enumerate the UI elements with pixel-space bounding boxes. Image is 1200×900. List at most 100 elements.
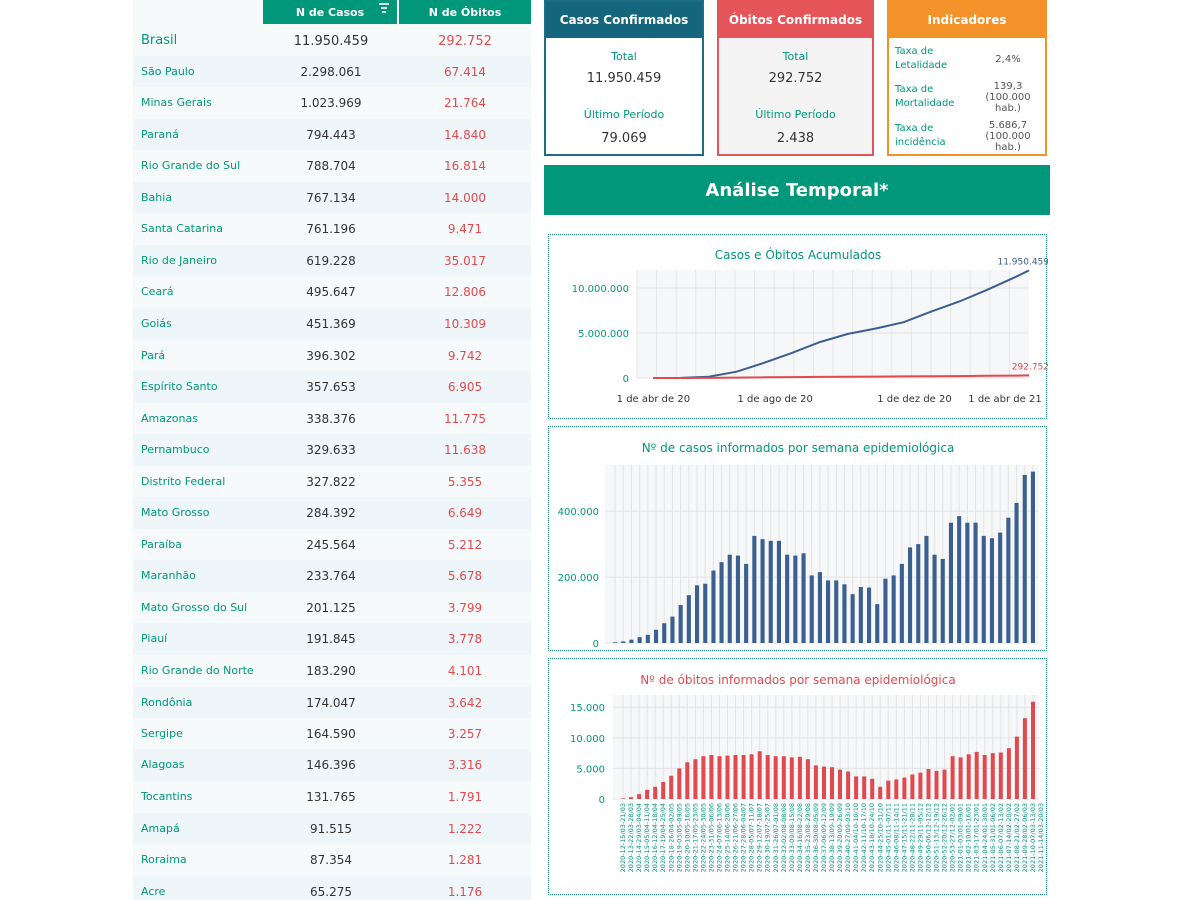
bar	[661, 781, 666, 799]
bar	[809, 575, 814, 643]
chart-weekly-cases-svg[interactable]: 0 200.000 400.000 Nº de casos informados po…	[549, 427, 1048, 652]
bar	[709, 755, 714, 799]
y-tick-label: 10.000.000	[572, 284, 629, 295]
state-deaths: 3.642	[447, 695, 483, 710]
state-deaths: 292.752	[438, 33, 492, 49]
table-row[interactable]: Distrito Federal 327.822 5.355	[133, 466, 531, 497]
bar	[752, 535, 757, 643]
chart-cumulative-svg[interactable]: Casos e Óbitos Acumulados 0 5.000.000 10.00…	[549, 235, 1048, 420]
table-row[interactable]: Amazonas 338.376 11.775	[133, 403, 531, 434]
table-row[interactable]: Sergipe 164.590 3.257	[133, 718, 531, 749]
header-deaths-label: N de Óbitos	[428, 5, 502, 19]
bar	[1022, 718, 1027, 799]
bar	[965, 522, 970, 643]
x-tick-label: 2020-36-30/08-05/09	[812, 803, 820, 872]
x-tick-label: 2020-50-06/12-12/12	[925, 803, 933, 872]
bar	[621, 641, 626, 643]
state-deaths: 5.355	[447, 474, 483, 489]
table-row[interactable]: Mato Grosso do Sul 201.125 3.799	[133, 592, 531, 623]
state-cases: 794.443	[306, 127, 356, 142]
table-row[interactable]: Rio Grande do Norte 183.290 4.101	[133, 655, 531, 687]
state-deaths: 3.799	[447, 600, 483, 615]
y-tick-label: 5.000	[576, 764, 605, 775]
table-row-total[interactable]: Brasil 11.950.459 292.752	[133, 26, 531, 56]
bar	[862, 776, 867, 799]
header-cases[interactable]: N de Casos	[263, 0, 397, 24]
indicator-value: 139,3 (100.000 hab.)	[985, 80, 1031, 114]
state-cases: 619.228	[306, 253, 356, 268]
bar	[910, 774, 915, 799]
table-row[interactable]: Rio de Janeiro 619.228 35.017	[133, 245, 531, 276]
state-name: Goiás	[141, 317, 172, 330]
card-cases-title: Casos Confirmados	[546, 2, 702, 38]
table-row[interactable]: Piauí 191.845 3.778	[133, 623, 531, 655]
x-tick-label: 2021-11-14/03-20/03	[1037, 803, 1045, 872]
bar	[870, 778, 875, 799]
state-deaths: 14.840	[444, 127, 486, 142]
state-deaths: 6.649	[447, 506, 483, 520]
bar	[957, 516, 962, 643]
table-row[interactable]: Maranhão 233.764 5.678	[133, 560, 531, 592]
table-row[interactable]: Santa Catarina 761.196 9.471	[133, 213, 531, 245]
x-tick-label: 2020-16-12/04-18/04	[651, 803, 659, 872]
table-row[interactable]: Ceará 495.647 12.806	[133, 276, 531, 308]
state-cases: 174.047	[306, 695, 356, 710]
table-row[interactable]: Rondônia 174.047 3.642	[133, 687, 531, 718]
bar	[1030, 471, 1035, 643]
table-row[interactable]: Goiás 451.369 10.309	[133, 308, 531, 340]
table-row[interactable]: Roraima 87.354 1.281	[133, 844, 531, 876]
state-deaths: 21.764	[444, 96, 486, 110]
bar	[797, 756, 802, 799]
bar	[662, 623, 667, 643]
table-row[interactable]: Minas Gerais 1.023.969 21.764	[133, 87, 531, 119]
bar	[654, 629, 659, 643]
table-row[interactable]: Tocantins 131.765 1.791	[133, 781, 531, 813]
bar	[846, 771, 851, 799]
bar	[950, 756, 955, 799]
chart-weekly-cases[interactable]: 0 200.000 400.000 Nº de casos informados po…	[548, 426, 1047, 651]
table-row[interactable]: Mato Grosso 284.392 6.649	[133, 497, 531, 529]
table-row[interactable]: São Paulo 2.298.061 67.414	[133, 56, 531, 87]
table-row[interactable]: Espírito Santo 357.653 6.905	[133, 371, 531, 403]
bar	[1014, 736, 1019, 799]
bar	[826, 580, 831, 643]
table-row[interactable]: Bahia 767.134 14.000	[133, 182, 531, 213]
state-cases: 11.950.459	[293, 33, 369, 49]
card-deaths-title: Óbitos Confirmados	[719, 2, 872, 38]
x-tick-label: 2020-32-02/08-08/08	[780, 803, 788, 872]
header-deaths[interactable]: N de Óbitos	[399, 0, 531, 24]
table-row[interactable]: Pará 396.302 9.742	[133, 340, 531, 371]
state-deaths: 11.638	[444, 443, 486, 457]
x-tick-label: 2021-01-03/01-09/01	[957, 803, 965, 872]
x-tick-label: 2021-05-31/01-06/02	[989, 803, 997, 872]
chart-cumulative[interactable]: Casos e Óbitos Acumulados 0 5.000.000 10.00…	[548, 234, 1048, 420]
section-title-temporal-analysis: Análise Temporal*	[544, 165, 1050, 215]
state-cases: 164.590	[306, 726, 356, 741]
table-row[interactable]: Acre 65.275 1.176	[133, 876, 531, 900]
bar	[701, 756, 706, 799]
table-row[interactable]: Alagoas 146.396 3.316	[133, 749, 531, 781]
state-name: Pernambuco	[141, 443, 210, 456]
chart-weekly-deaths-svg[interactable]: 0 5.000 10.000 15.000 Nº de óbitos informado…	[549, 659, 1048, 896]
x-tick-label: 2021-07-14/02-20/02	[1005, 803, 1013, 872]
bar	[719, 562, 724, 643]
state-cases: 233.764	[306, 569, 356, 583]
chart-weekly-deaths[interactable]: 0 5.000 10.000 15.000 Nº de óbitos informado…	[548, 658, 1047, 895]
bar	[670, 616, 675, 643]
x-tick-label: 2020-28-05/07-11/07	[748, 803, 756, 872]
table-row[interactable]: Pernambuco 329.633 11.638	[133, 434, 531, 466]
bar	[760, 539, 765, 643]
state-cases: 329.633	[306, 443, 356, 457]
sort-icon[interactable]	[379, 2, 389, 16]
bar	[717, 756, 722, 799]
table-row[interactable]: Paraná 794.443 14.840	[133, 119, 531, 150]
state-deaths: 11.775	[444, 411, 486, 426]
x-tick-label: 2020-43-18/10-24/10	[868, 803, 876, 872]
table-row[interactable]: Paraíba 245.564 5.212	[133, 529, 531, 560]
bar	[813, 765, 818, 799]
table-row[interactable]: Amapá 91.515 1.222	[133, 813, 531, 844]
x-tick-label: 2021-02-10/01-16/01	[965, 803, 973, 872]
state-deaths: 6.905	[447, 380, 483, 394]
state-deaths: 67.414	[444, 64, 486, 79]
table-row[interactable]: Rio Grande do Sul 788.704 16.814	[133, 150, 531, 182]
